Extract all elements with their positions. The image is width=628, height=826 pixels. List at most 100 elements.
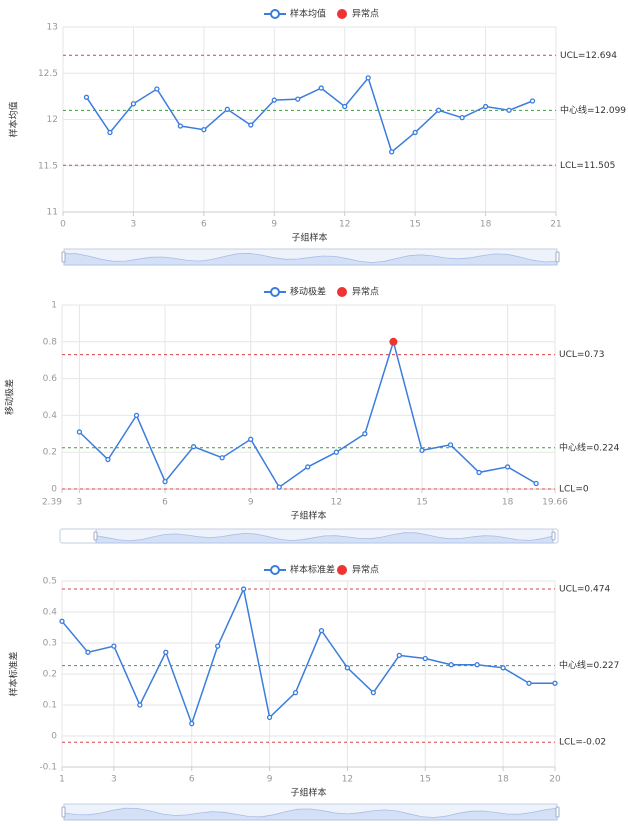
data-point[interactable]	[529, 98, 536, 104]
zoom-handle-left[interactable]	[61, 806, 66, 818]
data-point[interactable]	[240, 586, 247, 592]
data-point[interactable]	[333, 449, 339, 455]
zoom-preview-area	[63, 807, 558, 821]
data-point[interactable]	[107, 129, 113, 136]
legend-series-label: 样本标准差	[290, 564, 335, 576]
zoom-handle-left[interactable]	[61, 251, 66, 263]
center-line-label: 中心线=0.227	[559, 659, 619, 671]
data-point[interactable]	[500, 665, 506, 671]
data-point[interactable]	[412, 129, 418, 136]
data-point[interactable]	[318, 627, 325, 634]
data-point[interactable]	[105, 456, 111, 463]
data-point[interactable]	[133, 412, 140, 419]
y-tick-label: 11.5	[38, 161, 58, 171]
data-point[interactable]	[362, 431, 368, 437]
data-point[interactable]	[389, 149, 395, 155]
y-tick-label: 0.1	[43, 701, 57, 711]
data-point[interactable]	[154, 86, 160, 92]
x-axis-title: 子组样本	[291, 232, 327, 244]
data-point[interactable]	[476, 469, 482, 476]
lcl-line-label: LCL=0	[559, 485, 589, 495]
data-point[interactable]	[533, 480, 539, 487]
data-point[interactable]	[276, 484, 282, 490]
x-axis-title: 子组样本	[290, 510, 326, 522]
data-point[interactable]	[248, 436, 254, 442]
legend: 样本均值 异常点	[264, 8, 379, 20]
data-point[interactable]	[365, 75, 371, 81]
legend-anomaly-label: 异常点	[352, 286, 379, 298]
data-point[interactable]	[248, 122, 254, 128]
y-axis-title: 样本标准差	[8, 651, 20, 696]
data-point[interactable]	[295, 96, 301, 102]
zoom-preview-area	[95, 532, 554, 544]
data-point[interactable]	[305, 464, 311, 470]
center-line-label: 中心线=0.224	[559, 441, 620, 453]
data-point[interactable]	[83, 94, 90, 100]
y-tick-label: 0.2	[43, 448, 57, 458]
data-point[interactable]	[474, 662, 480, 668]
data-point[interactable]	[342, 103, 348, 110]
data-point[interactable]	[552, 680, 558, 686]
data-point[interactable]	[137, 702, 143, 708]
data-zoom-slider[interactable]	[59, 528, 559, 544]
data-point[interactable]	[130, 101, 137, 107]
data-point[interactable]	[318, 85, 324, 91]
data-point[interactable]	[162, 478, 168, 485]
data-point[interactable]	[111, 643, 117, 649]
data-point[interactable]	[215, 643, 221, 649]
data-point[interactable]	[344, 665, 351, 671]
data-point[interactable]	[422, 655, 428, 662]
data-point[interactable]	[447, 442, 454, 448]
data-point[interactable]	[266, 714, 273, 721]
x-tick-label: 18	[480, 220, 492, 230]
data-point[interactable]	[435, 107, 442, 113]
y-axis: 0 0.2 0.4 0.6 0.8 1	[43, 301, 555, 495]
data-point[interactable]	[482, 103, 489, 110]
data-zoom-slider[interactable]	[61, 803, 560, 821]
y-tick-label: 0	[51, 732, 57, 742]
x-tick-label: 3	[131, 220, 137, 230]
chart-2: 移动极差 异常点 0 0.2 0.4 0.6 0.8 1 2.39 3 6 9 12 15 18 19.66 子…	[4, 286, 620, 544]
data-point[interactable]	[163, 649, 169, 655]
zoom-handle-left[interactable]	[93, 531, 98, 541]
data-point[interactable]	[396, 652, 402, 659]
data-point[interactable]	[59, 618, 65, 624]
x-tick-label: 0	[60, 220, 66, 230]
data-point[interactable]	[177, 123, 184, 129]
y-axis-title: 样本均值	[8, 101, 20, 137]
x-tick-label: 9	[248, 498, 254, 508]
y-tick-label: 0	[51, 485, 57, 495]
legend-series-label: 样本均值	[290, 8, 326, 20]
data-point[interactable]	[504, 464, 511, 470]
lcl-line-label: LCL=11.505	[560, 161, 615, 171]
y-tick-label: 0.3	[43, 639, 57, 649]
data-point[interactable]	[419, 447, 425, 454]
data-point[interactable]	[506, 107, 512, 113]
data-point[interactable]	[271, 97, 277, 103]
x-tick-label: 18	[502, 498, 514, 508]
data-point[interactable]	[189, 720, 195, 727]
data-point[interactable]	[224, 106, 230, 112]
anomaly-point[interactable]	[389, 337, 398, 346]
zoom-handle-right[interactable]	[551, 531, 556, 541]
x-tick-label: 18	[497, 775, 509, 785]
data-point[interactable]	[448, 662, 454, 668]
y-tick-label: 0.6	[43, 374, 58, 384]
data-point[interactable]	[76, 429, 83, 435]
data-point[interactable]	[526, 680, 532, 686]
x-tick-label: 12	[342, 775, 353, 785]
data-point[interactable]	[292, 689, 299, 696]
data-point[interactable]	[201, 127, 207, 133]
data-point[interactable]	[459, 115, 465, 121]
data-zoom-slider[interactable]	[61, 248, 560, 266]
data-point[interactable]	[219, 455, 225, 461]
data-point[interactable]	[190, 444, 197, 450]
x-tick-label: 3	[77, 498, 83, 508]
zoom-handle-right[interactable]	[555, 806, 560, 818]
zoom-handle-right[interactable]	[555, 251, 560, 263]
y-axis-title: 移动极差	[4, 379, 16, 415]
data-point[interactable]	[370, 689, 377, 696]
legend-series-label: 移动极差	[290, 286, 326, 298]
data-point[interactable]	[85, 649, 91, 655]
legend-anomaly-label: 异常点	[352, 564, 379, 576]
